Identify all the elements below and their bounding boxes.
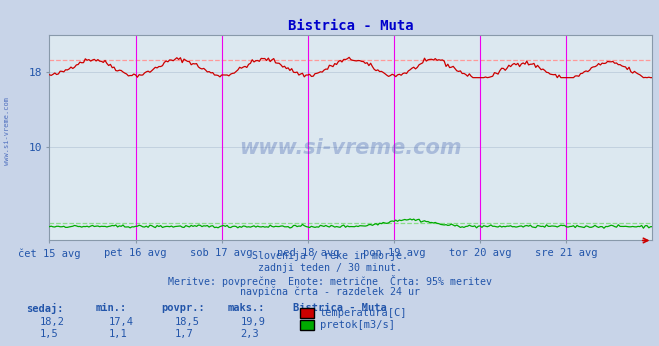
Text: zadnji teden / 30 minut.: zadnji teden / 30 minut. (258, 263, 401, 273)
Text: 1,7: 1,7 (175, 329, 193, 339)
Text: povpr.:: povpr.: (161, 303, 205, 313)
Text: Meritve: povprečne  Enote: metrične  Črta: 95% meritev: Meritve: povprečne Enote: metrične Črta:… (167, 275, 492, 287)
Text: 17,4: 17,4 (109, 317, 134, 327)
Text: min.:: min.: (96, 303, 127, 313)
Text: maks.:: maks.: (227, 303, 265, 313)
Text: navpična črta - razdelek 24 ur: navpična črta - razdelek 24 ur (239, 286, 420, 297)
Text: www.si-vreme.com: www.si-vreme.com (3, 98, 10, 165)
Text: pretok[m3/s]: pretok[m3/s] (320, 320, 395, 330)
Text: Bistrica - Muta: Bistrica - Muta (293, 303, 387, 313)
Text: temperatura[C]: temperatura[C] (320, 308, 407, 318)
Text: Slovenija / reke in morje.: Slovenija / reke in morje. (252, 251, 407, 261)
Text: 18,2: 18,2 (40, 317, 65, 327)
Title: Bistrica - Muta: Bistrica - Muta (288, 19, 414, 34)
Text: www.si-vreme.com: www.si-vreme.com (240, 138, 462, 158)
Text: 19,9: 19,9 (241, 317, 266, 327)
Text: sedaj:: sedaj: (26, 303, 64, 314)
Text: 2,3: 2,3 (241, 329, 259, 339)
Text: 1,1: 1,1 (109, 329, 127, 339)
Text: 18,5: 18,5 (175, 317, 200, 327)
Text: 1,5: 1,5 (40, 329, 58, 339)
